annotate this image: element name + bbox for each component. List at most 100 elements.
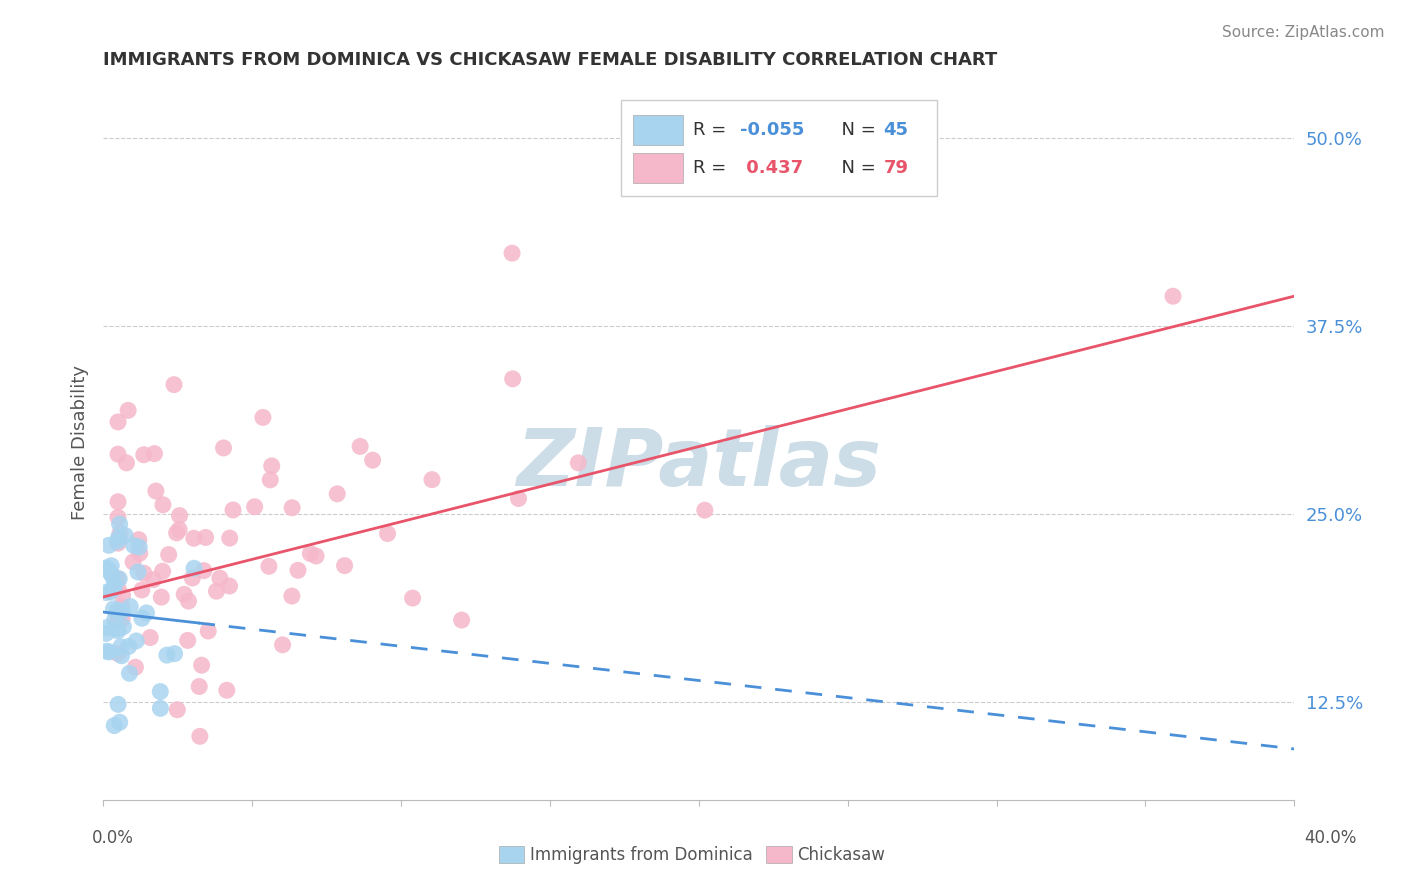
Text: 0.437: 0.437	[741, 160, 804, 178]
Point	[361, 453, 384, 467]
Point	[107, 495, 129, 509]
Point	[205, 584, 228, 599]
Point	[188, 680, 211, 694]
Point	[183, 561, 205, 575]
Point	[377, 526, 399, 541]
Point	[222, 503, 245, 517]
Point	[194, 531, 217, 545]
Point	[107, 536, 129, 550]
Point	[281, 589, 304, 603]
Point	[1161, 289, 1184, 303]
Point	[122, 555, 145, 569]
Point	[450, 613, 472, 627]
Point	[110, 648, 132, 663]
Text: 45: 45	[883, 120, 908, 139]
Point	[111, 612, 134, 626]
Point	[143, 447, 166, 461]
Point	[111, 604, 134, 618]
Point	[107, 582, 129, 596]
Point	[108, 517, 131, 532]
Point	[108, 715, 131, 730]
Point	[128, 546, 150, 560]
Point	[128, 540, 150, 554]
Point	[135, 606, 157, 620]
Point	[197, 624, 219, 638]
Point	[281, 500, 304, 515]
Point	[107, 447, 129, 461]
Point	[103, 581, 125, 595]
Point	[107, 609, 129, 624]
Point	[693, 503, 716, 517]
Point	[112, 620, 135, 634]
Text: R =: R =	[693, 120, 731, 139]
Point	[124, 660, 146, 674]
Point	[257, 559, 280, 574]
Point	[94, 585, 117, 599]
Point	[96, 644, 118, 658]
Point	[118, 666, 141, 681]
Point	[100, 566, 122, 581]
Text: 79: 79	[883, 160, 908, 178]
Point	[97, 563, 120, 577]
Point	[94, 626, 117, 640]
Text: ZIPatlas: ZIPatlas	[516, 425, 882, 503]
Point	[117, 403, 139, 417]
Point	[188, 729, 211, 743]
Point	[128, 533, 150, 547]
Point	[152, 564, 174, 578]
Point	[243, 500, 266, 514]
Point	[98, 645, 121, 659]
Point	[94, 561, 117, 575]
Text: IMMIGRANTS FROM DOMINICA VS CHICKASAW FEMALE DISABILITY CORRELATION CHART: IMMIGRANTS FROM DOMINICA VS CHICKASAW FE…	[103, 51, 997, 69]
Point	[111, 599, 134, 614]
Point	[110, 640, 132, 654]
Point	[259, 473, 281, 487]
Point	[125, 634, 148, 648]
Point	[169, 508, 191, 523]
Point	[131, 611, 153, 625]
Point	[193, 564, 215, 578]
Text: Immigrants from Dominica: Immigrants from Dominica	[530, 846, 752, 863]
Point	[183, 531, 205, 545]
Point	[107, 624, 129, 638]
Point	[212, 441, 235, 455]
Point	[107, 603, 129, 617]
Point	[132, 448, 155, 462]
Text: 40.0%: 40.0%	[1305, 829, 1357, 847]
Text: N =: N =	[830, 160, 882, 178]
Point	[326, 487, 349, 501]
Point	[149, 684, 172, 698]
Point	[152, 498, 174, 512]
Point	[176, 633, 198, 648]
Point	[108, 572, 131, 586]
Point	[333, 558, 356, 573]
Point	[103, 602, 125, 616]
Point	[190, 658, 212, 673]
Point	[181, 571, 204, 585]
Point	[150, 590, 173, 604]
Point	[215, 683, 238, 698]
Text: -0.055: -0.055	[741, 120, 804, 139]
Point	[107, 698, 129, 712]
Point	[139, 631, 162, 645]
Point	[501, 246, 523, 260]
Point	[166, 525, 188, 540]
Point	[103, 576, 125, 591]
Point	[111, 589, 134, 603]
Point	[167, 523, 190, 537]
Point	[502, 372, 524, 386]
Point	[107, 613, 129, 627]
Point	[120, 599, 142, 614]
Point	[94, 621, 117, 635]
Point	[103, 718, 125, 732]
Point	[107, 510, 129, 524]
Point	[567, 456, 589, 470]
Point	[166, 703, 188, 717]
Point	[107, 572, 129, 586]
Point	[145, 484, 167, 499]
Point	[115, 456, 138, 470]
Point	[349, 439, 371, 453]
Point	[127, 565, 149, 579]
Point	[100, 558, 122, 573]
Point	[114, 528, 136, 542]
